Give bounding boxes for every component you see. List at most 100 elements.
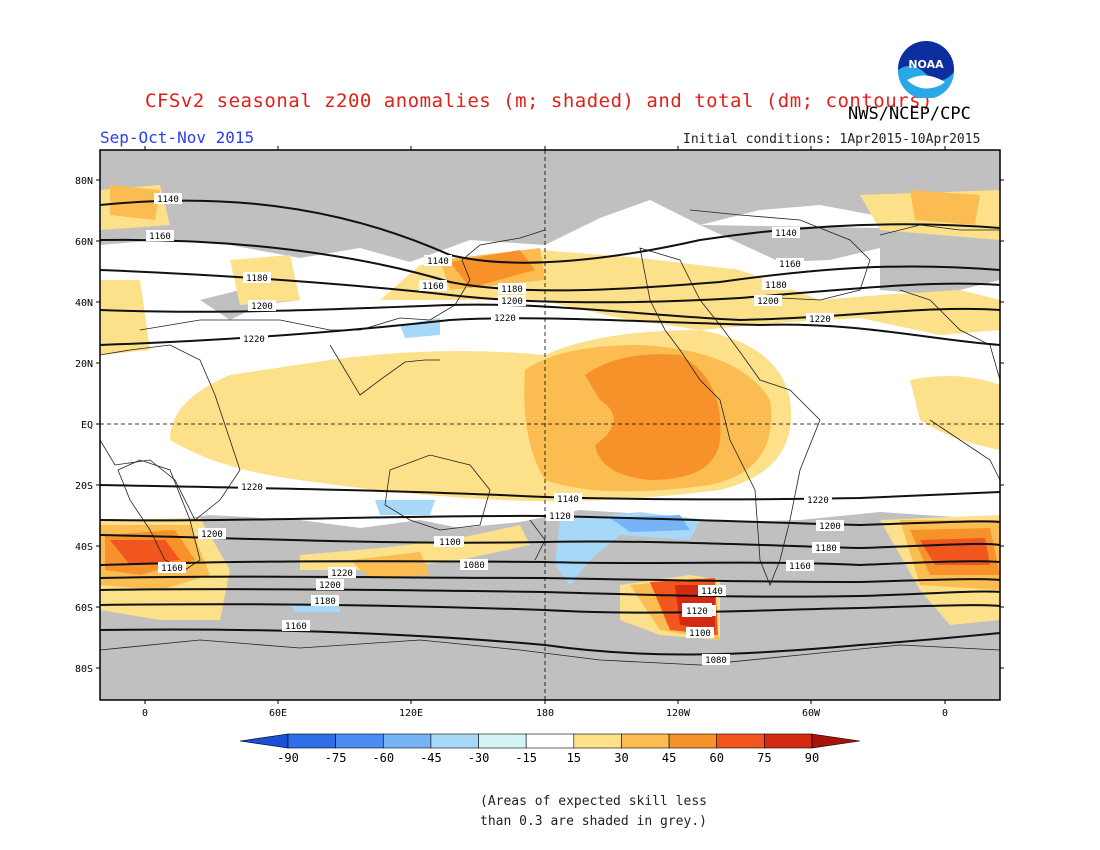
contour-line (100, 199, 1000, 264)
colorbar-label: -90 (277, 751, 299, 765)
coastline (117, 459, 201, 571)
contour-label: 1200 (201, 530, 223, 540)
contour-label: 1160 (422, 282, 444, 292)
contour-label: 1080 (705, 656, 727, 666)
contour-label-box (806, 313, 834, 324)
coastline (139, 229, 546, 331)
colorbar-bin (668, 733, 718, 749)
anomaly-shading (100, 280, 150, 355)
map-frame (99, 149, 1001, 701)
contour-label: 1200 (319, 581, 341, 591)
colorbar-bin (478, 733, 527, 749)
contour-line (100, 575, 1000, 584)
colorbar-bin (287, 733, 336, 749)
lon-label: 0 (942, 708, 948, 719)
lat-label: 40N (75, 298, 93, 309)
contour-label-box (698, 585, 726, 596)
anomaly-shading (300, 525, 530, 570)
colorbar-bin (525, 733, 575, 749)
contour-label-box (762, 279, 790, 290)
contour-label-box (491, 312, 519, 323)
contour-label: 1160 (161, 564, 183, 574)
contour-label: 1080 (463, 561, 485, 571)
contour-label-box (786, 560, 814, 571)
contour-label: 1220 (809, 315, 831, 325)
lon-label: 60W (802, 708, 821, 719)
contour-label: 1140 (157, 195, 179, 205)
contour-label-box (772, 227, 800, 238)
lat-label: 60N (75, 237, 93, 248)
contour-label: 1220 (494, 314, 516, 324)
contour-label: 1140 (427, 257, 449, 267)
colorbar-label: -45 (420, 751, 442, 765)
contour-label: 1140 (701, 587, 723, 597)
agency-label: NWS/NCEP/CPC (848, 104, 971, 124)
season-label: Sep-Oct-Nov 2015 (100, 128, 255, 147)
contour-label-box (812, 542, 840, 553)
contour-label: 1220 (241, 483, 263, 493)
colorbar-bin (621, 733, 670, 749)
colorbar-label: -30 (468, 751, 490, 765)
contour-label-box (702, 654, 730, 665)
contour-label-box (498, 295, 526, 306)
coastline (384, 454, 491, 531)
contour-label: 1160 (285, 622, 307, 632)
coastline (529, 519, 546, 561)
lat-label: 80N (75, 176, 93, 187)
contour-label-box (754, 295, 782, 306)
contour-line (100, 303, 1000, 322)
contour-label-box (316, 579, 344, 590)
colorbar-label: 15 (567, 751, 581, 765)
contour-label-box (146, 230, 174, 241)
contour-label: 1160 (149, 232, 171, 242)
colorbar-label: 60 (710, 751, 724, 765)
contour-label: 1220 (807, 496, 829, 506)
contour-label: 1180 (765, 281, 787, 291)
contour-line (100, 534, 1000, 550)
contour-label-box (686, 627, 714, 638)
contour-label-box (419, 280, 447, 291)
contour-label-box (311, 595, 339, 606)
colorbar-bin (430, 733, 479, 749)
contour-label: 1200 (819, 522, 841, 532)
skill-mask-area (700, 225, 1000, 295)
contour-label: 1180 (246, 274, 268, 284)
contour-label: 1120 (686, 607, 708, 617)
contour-label: 1180 (501, 285, 523, 295)
contour-label: 1100 (689, 629, 711, 639)
contour-label: 1160 (789, 562, 811, 572)
contour-label-box (776, 258, 804, 269)
contour-line (100, 484, 1000, 501)
lat-label: 20S (75, 481, 93, 492)
contour-label: 1140 (775, 229, 797, 239)
contour-label: 1180 (314, 597, 336, 607)
contour-label-box (546, 510, 574, 521)
contour-label: 1220 (243, 335, 265, 345)
anomaly-shading (350, 552, 430, 578)
colorbar-label: 90 (805, 751, 819, 765)
contour-label-box (282, 620, 310, 631)
colorbar-bin (716, 733, 765, 749)
lon-label: 60E (269, 708, 287, 719)
contour-label-box (554, 493, 582, 504)
colorbar-bin (764, 733, 813, 749)
contour-label-box (243, 272, 271, 283)
contour-label: 1180 (815, 544, 837, 554)
lat-label: EQ (81, 420, 93, 431)
coastline (329, 344, 440, 396)
coastline (689, 209, 871, 301)
logo-text: NOAA (908, 58, 944, 71)
colorbar-arrow-low (239, 733, 289, 749)
contour-label-box (436, 536, 464, 547)
contour-label-box (816, 520, 844, 531)
colorbar-arrow-high (811, 733, 861, 749)
colorbar-label: -15 (515, 751, 537, 765)
contour-line (100, 603, 1000, 614)
lat-label: 80S (75, 664, 93, 675)
footnote: (Areas of expected skill less than 0.3 a… (480, 792, 707, 832)
colorbar-label: 75 (757, 751, 771, 765)
contour-line (100, 588, 1000, 598)
coastline (100, 344, 241, 521)
anomaly-shading (585, 354, 721, 480)
footnote-line-1: (Areas of expected skill less (480, 794, 707, 809)
